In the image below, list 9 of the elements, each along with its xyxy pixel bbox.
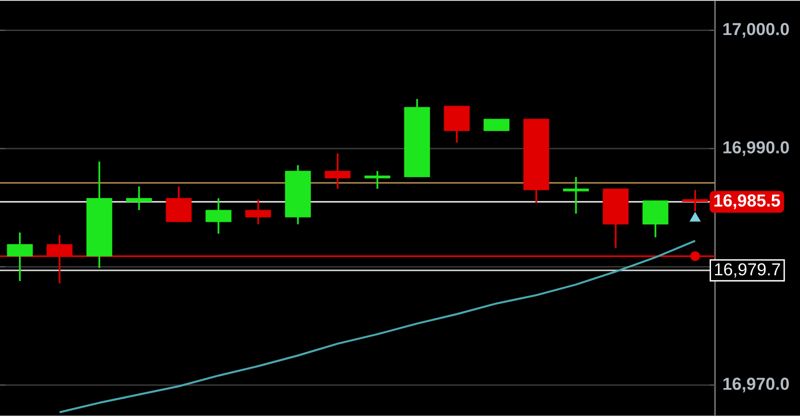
candlestick [364,170,390,190]
y-tick-label: 17,000.0 [723,23,789,38]
line-series [58,240,696,414]
ref-line-label: 16,985.5 [714,194,780,210]
candlestick [563,176,589,215]
y-tick-label: 16,990.0 [723,141,789,156]
candlestick [126,186,152,212]
y-tick-label: 16,970.0 [723,378,789,393]
ref-line-label: 16,979.7 [714,263,780,278]
